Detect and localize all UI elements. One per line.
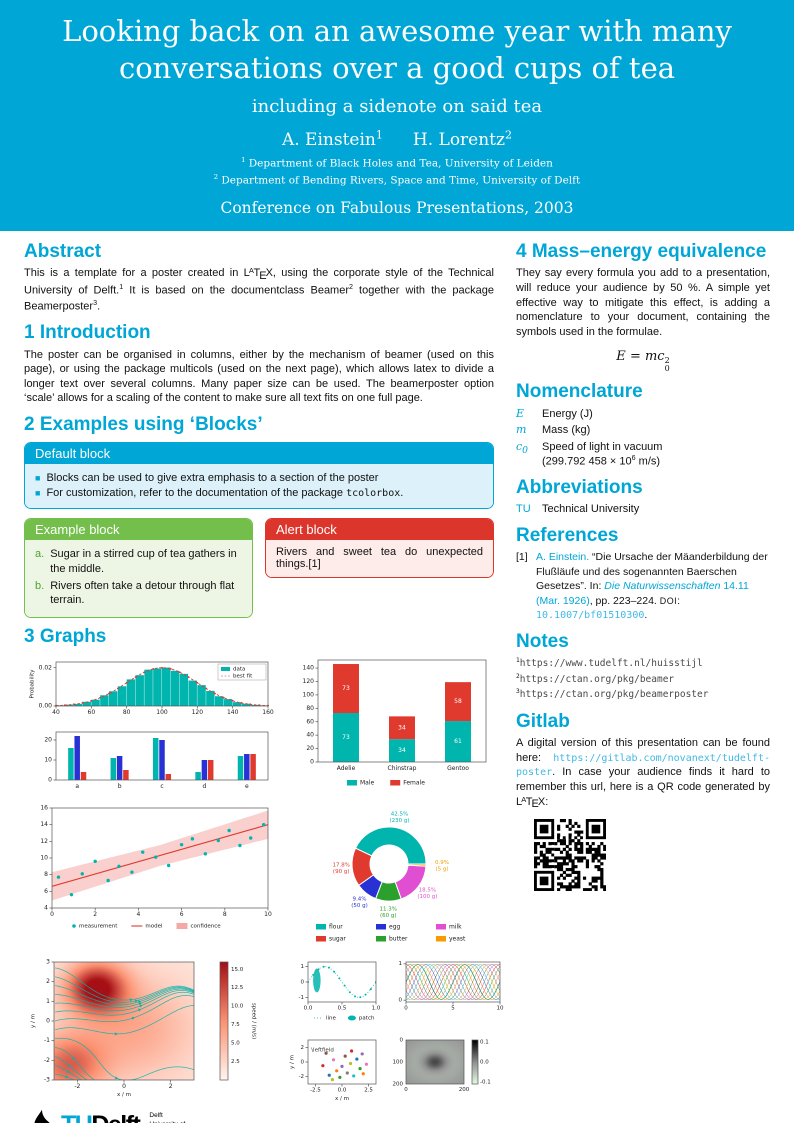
latex-logo: LATEX	[243, 266, 273, 282]
example-alert-row: Example block a. Sugar in a stirred cup o…	[24, 518, 494, 619]
reference-1: [1] A. Einstein. “Die Ursache der Mäande…	[516, 551, 768, 622]
note-link-2[interactable]: https://ctan.org/pkg/beamer	[519, 673, 675, 685]
nomenclature-row-m: m Mass (kg)	[516, 423, 591, 437]
default-block-item-2: ■ For customization, refer to the documen…	[35, 486, 404, 499]
chart-streamplot	[24, 956, 276, 1106]
authors: A. Einstein1 H. Lorentz2	[40, 128, 754, 150]
abstract-text: This is a template for a poster created …	[24, 266, 495, 313]
affiliations: 1 Department of Black Holes and Tea, Uni…	[40, 156, 754, 187]
left-column: Abstract This is a template for a poster…	[24, 235, 510, 1123]
chart-regression-scatter	[24, 802, 276, 942]
link[interactable]: 10.1007/bf01510300	[536, 610, 645, 622]
chart-small-multiples	[284, 956, 510, 1106]
default-block-item-1: ■ Blocks can be used to give extra emphas…	[35, 471, 379, 484]
heading-nomenclature: Nomenclature	[516, 381, 643, 403]
note-link-3[interactable]: https://ctan.org/pkg/beamerposter	[519, 689, 709, 701]
nomenclature-row-E: E Energy (J)	[516, 407, 593, 420]
graphs-row-3	[24, 956, 510, 1106]
link[interactable]: https://gitlab.com/novanext/tudelft-post…	[516, 752, 770, 779]
right-column: 4 Mass–energy equivalence They say every…	[516, 235, 770, 1123]
heading-gitlab: Gitlab	[516, 710, 570, 732]
poster-body: Abstract This is a template for a poster…	[0, 231, 794, 1123]
example-block-body: a. Sugar in a stirred cup of tea gathers …	[25, 540, 252, 618]
mass-energy-text: They say every formula you add to a pres…	[516, 267, 770, 338]
default-block-title: Default block	[25, 442, 493, 464]
poster-header: Looking back on an awesome year with man…	[0, 0, 794, 231]
bullet-square-icon: ■	[35, 487, 41, 498]
chart-ingredients-donut	[284, 802, 494, 954]
note-2: 2https://ctan.org/pkg/beamer	[516, 672, 675, 685]
tudelft-logo: TUDelft Delft University of Technology	[24, 1109, 494, 1123]
formula-emc2: E = mc 2 0	[616, 348, 670, 374]
conference-line: Conference on Fabulous Presentations, 20…	[220, 198, 574, 217]
example-item-b: b. Rivers often take a detour through fla…	[35, 579, 235, 607]
graphs-row-2	[24, 802, 494, 954]
alert-block-text: Rivers and sweet tea do unexpected thing…	[266, 540, 493, 578]
heading-introduction: 1 Introduction	[24, 321, 151, 343]
chart-penguins-stacked-bar	[284, 652, 494, 800]
example-block-title: Example block	[25, 519, 252, 541]
example-block: Example block a. Sugar in a stirred cup o…	[24, 518, 253, 619]
graphs-row-1	[24, 652, 494, 800]
poster-subtitle: including a sidenote on said tea	[251, 96, 543, 118]
heading-blocks: 2 Examples using ‘Blocks’	[24, 414, 263, 435]
author-2: H. Lorentz2	[412, 128, 513, 150]
tudelft-caption: Delft University of Technology	[149, 1112, 185, 1123]
qr-code	[534, 818, 606, 891]
gitlab-text: A digital version of this presentation c…	[516, 737, 770, 811]
tudelft-flame-icon	[34, 1109, 50, 1123]
heading-graphs: 3 Graphs	[24, 626, 107, 648]
abbreviation-row-TU: TU Technical University	[516, 503, 640, 516]
heading-abstract: Abstract	[24, 240, 102, 262]
latex-logo: LATEX	[516, 794, 546, 811]
default-block-body: ■ Blocks can be used to give extra emphas…	[25, 463, 493, 509]
alert-block: Alert block Rivers and sweet tea do unex…	[265, 518, 494, 579]
nomenclature-row-c0: c0 Speed of light in vacuum (299.792 458 …	[516, 439, 663, 468]
poster-title: Looking back on an awesome year with man…	[62, 14, 732, 86]
note-link-1[interactable]: https://www.tudelft.nl/huisstijl	[519, 658, 703, 670]
heading-references: References	[516, 524, 619, 546]
alert-block-title: Alert block	[266, 519, 493, 541]
note-1: 1https://www.tudelft.nl/huisstijl	[516, 657, 703, 670]
tudelft-wordmark: TUDelft	[61, 1111, 141, 1123]
default-block: Default block ■ Blocks can be used to giv…	[24, 441, 494, 510]
note-3: 3https://ctan.org/pkg/beamerposter	[516, 688, 709, 701]
heading-mass-energy: 4 Mass–energy equivalence	[516, 240, 767, 262]
heading-notes: Notes	[516, 630, 569, 652]
example-item-a: a. Sugar in a stirred cup of tea gathers …	[35, 548, 237, 575]
affiliation-1: 1 Department of Black Holes and Tea, Uni…	[241, 155, 553, 170]
chart-histogram-and-grouped-bars	[24, 652, 276, 800]
graphs-grid	[24, 652, 510, 1106]
bullet-square-icon: ■	[35, 472, 41, 483]
affiliation-2: 2 Department of Bending Rivers, Space an…	[213, 173, 581, 187]
introduction-text: The poster can be organised in columns, …	[24, 348, 494, 405]
author-1: A. Einstein1	[281, 128, 383, 150]
heading-abbreviations: Abbreviations	[516, 476, 643, 498]
